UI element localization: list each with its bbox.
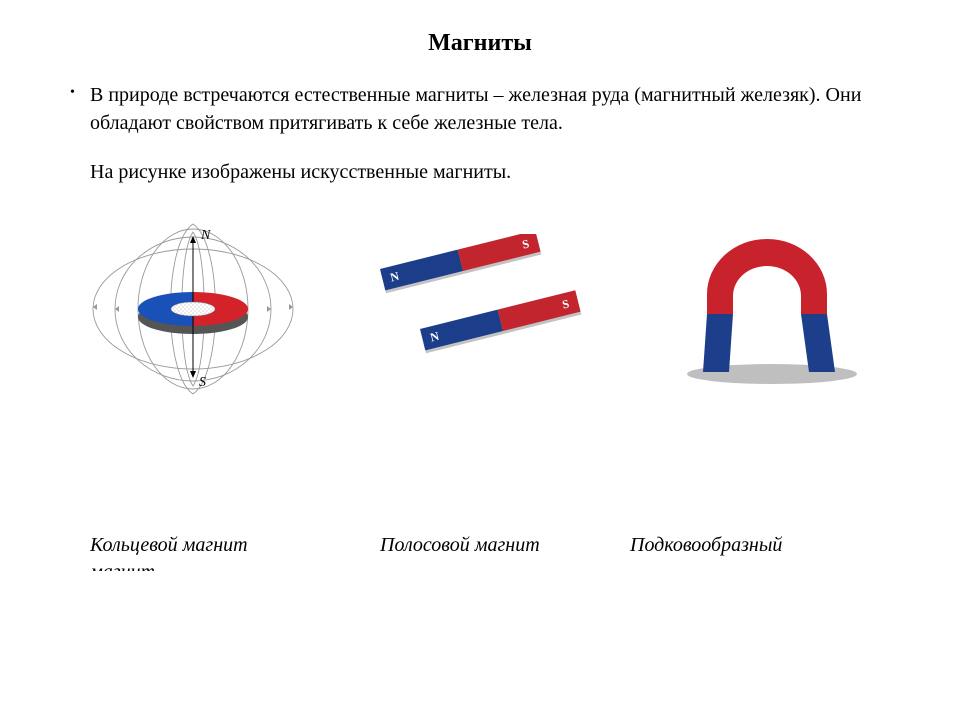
- ring-magnet-figure: N S: [50, 224, 337, 394]
- label-bar: Полосовой магнит: [380, 534, 630, 557]
- label-ring: Кольцевой магнит: [50, 534, 380, 557]
- figure-caption: На рисунке изображены искусственные магн…: [90, 161, 910, 184]
- ring-s-label: S: [199, 375, 206, 390]
- horseshoe-body: [703, 239, 835, 372]
- bullet-text: В природе встречаются естественные магни…: [90, 81, 910, 137]
- bar-magnets-figure: N S N S: [337, 224, 624, 394]
- label-cutoff: магнит: [50, 561, 910, 571]
- bar-magnet-2: N S: [420, 290, 581, 353]
- figures-row: N S N S N S: [50, 224, 910, 394]
- bar-magnet-1: N S: [380, 234, 541, 293]
- ring-hole: [171, 302, 215, 316]
- page-title: Магниты: [50, 30, 910, 57]
- labels-row: Кольцевой магнит Полосовой магнит Подков…: [50, 534, 910, 557]
- bullet-paragraph: • В природе встречаются естественные маг…: [70, 81, 910, 137]
- ring-n-label: N: [200, 228, 211, 243]
- horseshoe-figure: [623, 224, 910, 394]
- label-horseshoe: Подковообразный: [630, 534, 910, 557]
- ring-magnet-svg: N S: [78, 214, 308, 404]
- bar-magnets-svg: N S N S: [350, 234, 610, 384]
- horseshoe-svg: [657, 224, 877, 394]
- bullet-marker: •: [70, 81, 90, 137]
